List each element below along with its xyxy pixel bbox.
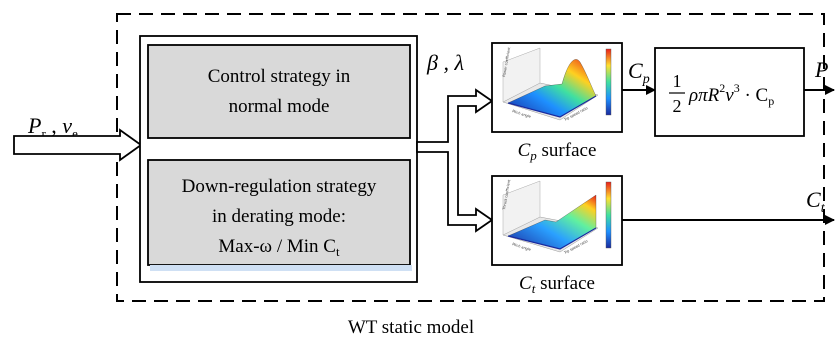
ct-plot-y-label: Pitch angle xyxy=(512,242,532,252)
normal-mode-block xyxy=(147,44,411,139)
cp-plot-wall xyxy=(502,47,541,103)
cp-surface-plot: Power coefficient Tip speed ratio Pitch … xyxy=(502,46,612,122)
ct-surface-caption: Ct surface xyxy=(519,273,595,296)
formula-v: v xyxy=(725,85,734,106)
ct-output-subscript: t xyxy=(821,201,826,216)
formula-subscript-p: p xyxy=(768,94,774,108)
input-separator: , xyxy=(46,113,63,138)
formula-body: ρπR2v3 · Cp xyxy=(688,81,774,108)
cp-surface-edge xyxy=(507,95,597,118)
ct-caption-subscript: t xyxy=(532,281,536,296)
cp-plot-y-label: Pitch angle xyxy=(512,109,532,119)
derating-line-3-subscript: t xyxy=(336,244,340,259)
derating-mode-block xyxy=(147,159,411,266)
input-p-subscript: r xyxy=(41,126,46,141)
cp-output-subscript: p xyxy=(642,72,650,87)
ct-colorbar xyxy=(605,181,612,249)
p-output-label: P xyxy=(814,57,828,82)
model-boundary xyxy=(116,13,825,302)
ct-surface-edge xyxy=(507,227,597,250)
cp-output-label: Cp xyxy=(628,58,650,87)
input-p-symbol: P xyxy=(27,113,41,138)
formula-dot-c: · C xyxy=(740,85,769,106)
ct-caption-symbol: C xyxy=(519,273,532,294)
cp-plot-z-label: Power coefficient xyxy=(502,46,511,77)
input-hollow-arrow xyxy=(13,128,143,162)
input-v-symbol: v xyxy=(62,113,72,138)
ct-surface-plot: Thrust coefficient Tip speed ratio Pitch… xyxy=(502,179,612,255)
normal-mode-line-1: Control strategy in xyxy=(208,66,351,87)
cp-surface-caption: Cp surface xyxy=(518,140,597,163)
model-label: WT static model xyxy=(348,317,474,338)
ct-caption-rest: surface xyxy=(535,273,595,294)
cp-caption-rest: surface xyxy=(537,140,597,161)
ct-plot-z-label: Thrust coefficient xyxy=(502,179,512,211)
formula-numerator: 1 xyxy=(673,71,682,91)
ct-output-label: Ct xyxy=(806,187,826,216)
formula-exp-3: 3 xyxy=(734,81,740,95)
derating-line-3: Max-ω / Min Ct xyxy=(218,236,340,259)
cp-surface-mesh xyxy=(507,59,597,118)
cp-output-symbol: C xyxy=(628,58,643,83)
ct-plot-wall xyxy=(502,180,541,236)
formula-exp-2: 2 xyxy=(719,81,725,95)
cp-caption-subscript: p xyxy=(529,148,537,163)
normal-mode-line-2: normal mode xyxy=(229,96,330,117)
derating-line-2: in derating mode: xyxy=(212,206,346,227)
power-formula-block xyxy=(654,47,805,137)
formula-denominator: 2 xyxy=(673,96,682,116)
input-v-subscript: e xyxy=(72,126,78,141)
beta-lambda-label: β , λ xyxy=(426,50,464,75)
inputs-label: Pr , ve xyxy=(27,113,78,141)
branch-hollow-arrow xyxy=(416,88,494,233)
derating-line-1: Down-regulation strategy xyxy=(182,176,377,197)
power-formula: 1 2 ρπR2v3 · Cp xyxy=(669,71,774,116)
ct-output-symbol: C xyxy=(806,187,821,212)
cp-caption-symbol: C xyxy=(518,140,531,161)
derating-line-3-main: Max-ω / Min C xyxy=(218,236,336,257)
derating-shadow xyxy=(150,265,412,271)
formula-rho-pi-r: ρπR xyxy=(688,85,720,106)
cp-colorbar xyxy=(605,48,612,116)
